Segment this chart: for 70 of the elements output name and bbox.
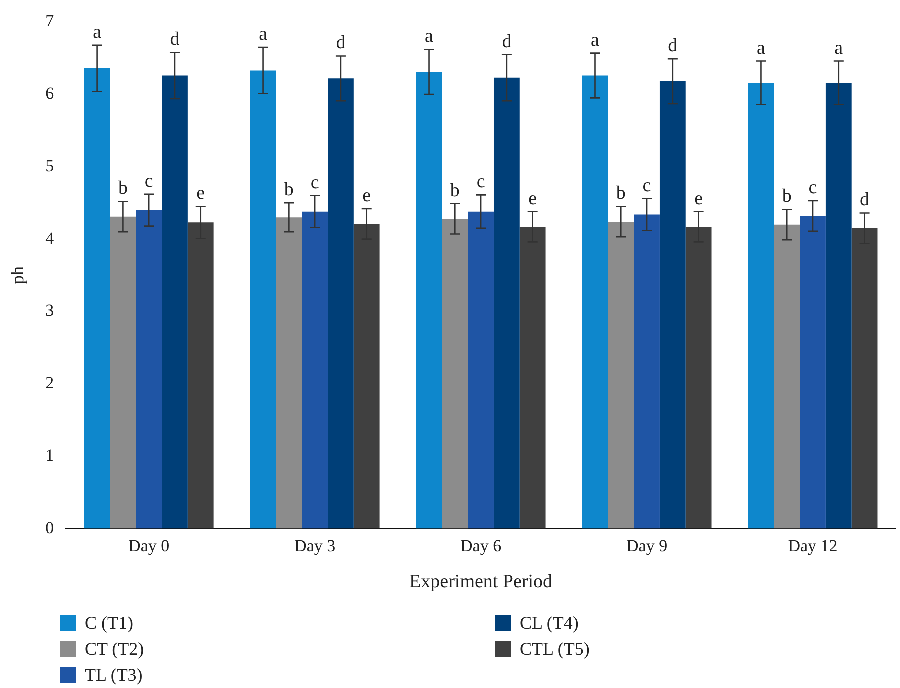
data-label: b (782, 186, 792, 208)
x-tick-label: Day 6 (460, 536, 502, 556)
data-label: a (425, 26, 434, 48)
bar (748, 82, 774, 529)
data-label: a (93, 22, 102, 43)
bar (188, 222, 214, 529)
data-label: b (616, 183, 626, 204)
bar (686, 227, 712, 529)
y-tick-label: 6 (46, 84, 54, 104)
data-label: e (362, 185, 372, 206)
bar (110, 216, 136, 529)
data-label: c (310, 172, 320, 194)
bar (800, 216, 826, 529)
y-tick-label: 0 (46, 518, 54, 538)
bar (774, 224, 800, 529)
y-tick-label: 5 (46, 156, 54, 176)
x-tick-label: Day 0 (128, 536, 170, 556)
y-tick-label: 1 (46, 446, 54, 465)
bar (302, 212, 328, 529)
data-label: b (118, 178, 128, 200)
bar (84, 68, 110, 529)
bar (136, 210, 162, 529)
data-label: a (591, 30, 600, 51)
y-tick-label: 2 (46, 374, 54, 393)
bar (250, 70, 276, 529)
data-label: a (757, 38, 766, 59)
data-label: c (808, 177, 818, 198)
x-axis-title: Experiment Period (410, 572, 554, 593)
data-label: b (450, 180, 460, 202)
bar (494, 78, 520, 529)
data-label: e (196, 183, 206, 204)
bar (852, 228, 878, 529)
data-label: d (170, 29, 180, 50)
data-label: e (528, 188, 538, 210)
data-label: d (860, 190, 870, 211)
bar (634, 214, 660, 529)
data-label: d (336, 32, 346, 54)
bar (608, 222, 634, 529)
bar (582, 76, 608, 529)
bar (826, 82, 852, 529)
x-tick-label: Day 9 (626, 536, 668, 556)
data-label: a (834, 38, 844, 59)
bar (442, 219, 468, 529)
data-label: d (502, 31, 512, 52)
data-label: c (476, 172, 486, 193)
data-label: c (642, 175, 652, 196)
legend-label: CTL (T5) (520, 638, 590, 660)
bar (328, 78, 354, 529)
x-tick-label: Day 12 (788, 536, 838, 556)
bar (660, 82, 686, 529)
y-tick-label: 7 (46, 12, 55, 31)
bar (276, 218, 302, 529)
y-tick-label: 4 (46, 228, 55, 248)
bar (162, 76, 188, 529)
bar (520, 227, 546, 529)
legend-label: TL (T3) (85, 664, 143, 686)
data-label: c (144, 170, 154, 192)
x-tick-label: Day 3 (294, 536, 336, 556)
bar (416, 72, 442, 529)
data-label: a (259, 24, 268, 46)
bar (468, 212, 494, 529)
data-label: e (694, 188, 704, 210)
data-label: b (284, 180, 294, 201)
y-axis-title: ph (8, 266, 28, 284)
legend-label: C (T1) (85, 612, 134, 634)
bar (354, 224, 380, 529)
legend-label: CT (T2) (85, 638, 144, 660)
y-tick-label: 3 (46, 301, 54, 320)
legend-label: CL (T4) (520, 612, 579, 634)
data-label: d (668, 36, 678, 57)
